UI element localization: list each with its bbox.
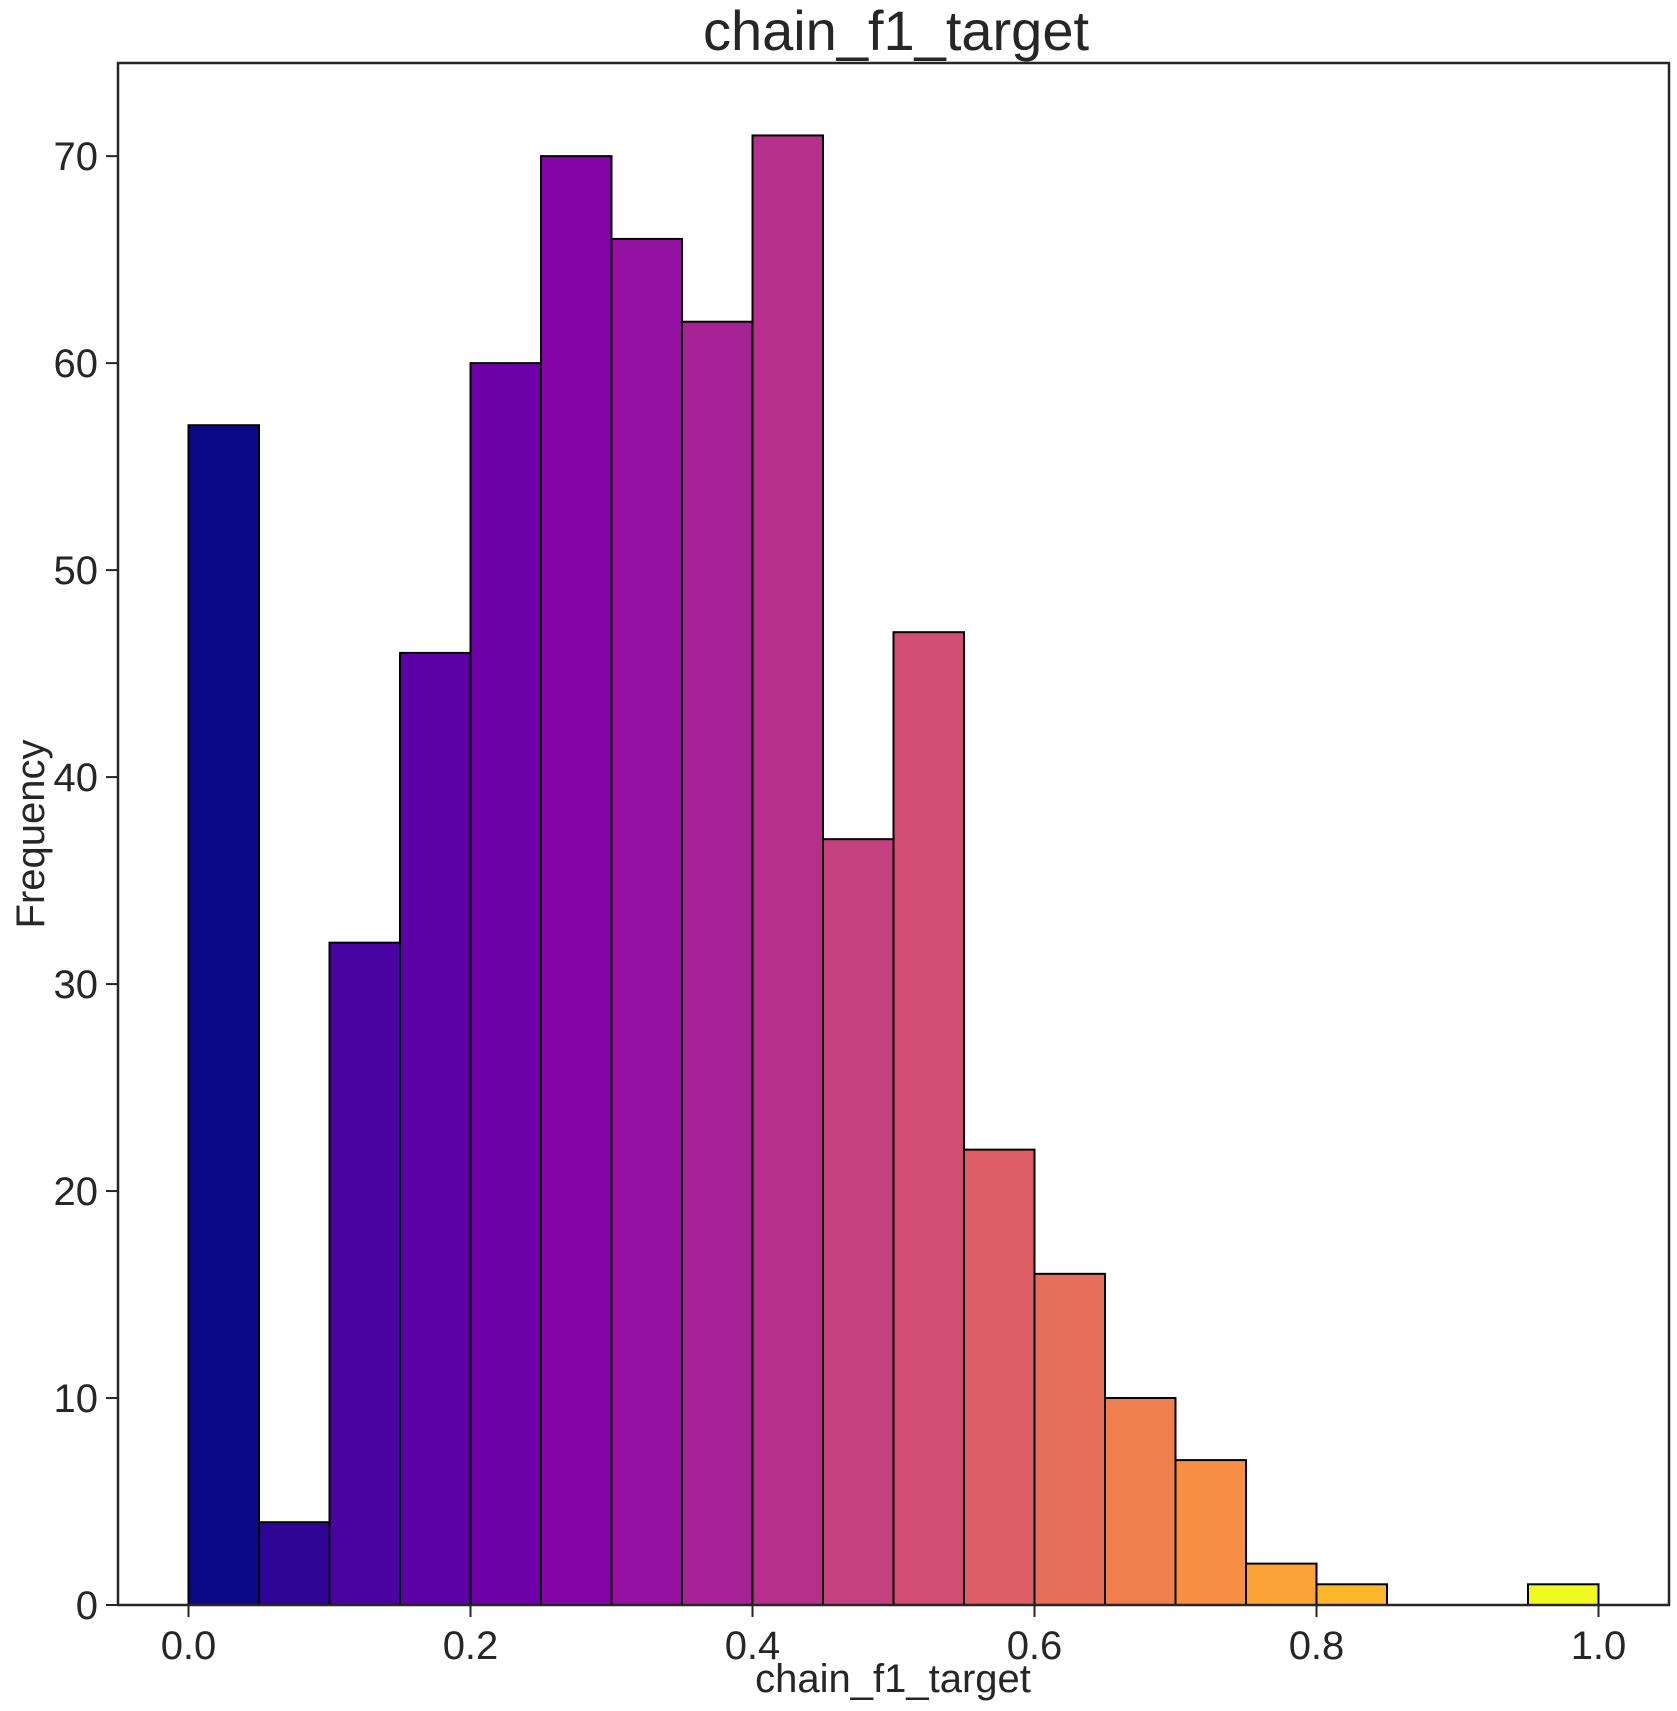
x-tick-label: 1.0: [1571, 1624, 1627, 1668]
y-tick-label: 0: [76, 1584, 98, 1628]
histogram-bar: [469, 362, 542, 1606]
x-tick-label: 0.6: [1007, 1624, 1063, 1668]
plot-frame: [116, 61, 1671, 1607]
y-tick-label: 50: [54, 549, 99, 593]
histogram-bar: [1527, 1583, 1600, 1606]
histogram-bar: [1174, 1459, 1247, 1607]
histogram-bar: [399, 651, 472, 1606]
histogram-bar: [681, 320, 754, 1606]
histogram-bar: [751, 134, 824, 1606]
y-tick-label: 20: [54, 1170, 99, 1214]
x-tick-label: 0.4: [725, 1624, 781, 1668]
histogram-bar: [1315, 1583, 1388, 1606]
histogram-bar: [963, 1148, 1036, 1606]
y-tick-label: 70: [54, 135, 99, 179]
histogram-bar: [1104, 1397, 1177, 1606]
bars-group: [187, 134, 1600, 1607]
chart-title: chain_f1_target: [703, 0, 1090, 62]
x-tick-label: 0.2: [443, 1624, 499, 1668]
histogram-bar: [610, 237, 683, 1607]
y-axis-label: Frequency: [9, 740, 53, 929]
histogram-bar: [1245, 1562, 1318, 1606]
y-tick-label: 10: [54, 1377, 99, 1421]
y-axis-ticks: 0 10 20 30 40 50 60 70: [54, 135, 118, 1628]
y-tick-label: 30: [54, 963, 99, 1007]
histogram-bar: [1033, 1272, 1106, 1607]
x-tick-label: 0.8: [1289, 1624, 1345, 1668]
x-axis-label: chain_f1_target: [755, 1657, 1031, 1701]
histogram-bar: [540, 155, 613, 1606]
histogram-bar: [328, 941, 401, 1606]
x-tick-label: 0.0: [161, 1624, 217, 1668]
x-axis-ticks: 0.0 0.2 0.4 0.6 0.8 1.0: [161, 1605, 1627, 1668]
histogram-bar: [892, 631, 965, 1606]
y-tick-label: 40: [54, 756, 99, 800]
histogram-bar: [822, 838, 895, 1606]
histogram-bar: [258, 1521, 331, 1606]
y-tick-label: 60: [54, 342, 99, 386]
histogram-bar: [187, 424, 260, 1607]
